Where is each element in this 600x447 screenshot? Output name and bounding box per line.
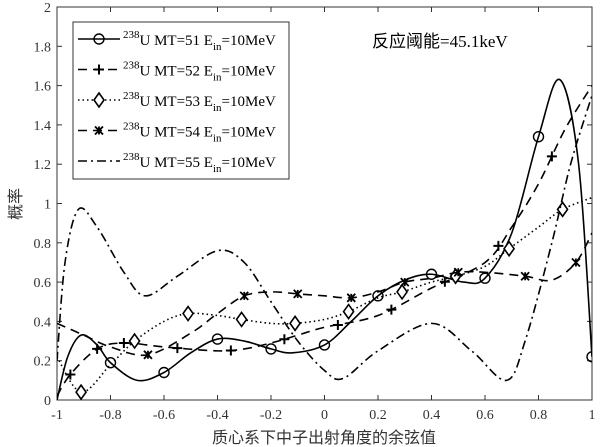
- plus-marker: [279, 334, 290, 345]
- y-tick-label: 1: [44, 198, 51, 213]
- series-line: [57, 95, 592, 382]
- y-tick-label: 1.6: [34, 80, 52, 95]
- series-line: [57, 232, 592, 357]
- series-line: [57, 78, 592, 400]
- diamond-marker: [289, 314, 302, 332]
- legend-label: 238U MT=54 Ein=10MeV: [123, 121, 276, 145]
- legend-label: 238U MT=55 Ein=10MeV: [123, 151, 276, 175]
- legend-label: 238U MT=51 Ein=10MeV: [123, 29, 276, 53]
- diamond-marker: [128, 332, 141, 350]
- diamond-marker: [93, 91, 105, 109]
- y-tick-label: 0.8: [34, 237, 52, 252]
- circle-marker: [158, 366, 170, 379]
- y-axis-label: 概率: [7, 188, 25, 220]
- legend-label: 238U MT=52 Ein=10MeV: [123, 60, 276, 84]
- plus-marker: [172, 343, 183, 354]
- diamond-marker: [182, 305, 195, 322]
- x-marker: [400, 277, 410, 287]
- circle-marker: [372, 290, 384, 302]
- legend-entry: 238U MT=54 Ein=10MeV: [78, 121, 276, 145]
- circle-marker: [425, 268, 438, 280]
- x-tick-label: 0.6: [476, 408, 494, 423]
- x-axis-label: 质心系下中子出射角度的余弦值: [212, 428, 436, 447]
- plus-marker: [65, 369, 76, 380]
- diamond-marker: [235, 311, 248, 328]
- x-tick-label: 1: [589, 408, 596, 423]
- x-marker: [346, 293, 356, 303]
- circle-marker: [532, 130, 545, 143]
- x-tick-label: -0.4: [206, 408, 228, 423]
- series-3: [57, 232, 592, 360]
- plus-marker: [493, 240, 504, 251]
- circle-marker: [586, 351, 592, 363]
- plus-marker: [118, 338, 129, 349]
- y-tick-label: 0.6: [34, 276, 52, 291]
- diamond-marker: [342, 303, 355, 320]
- x-marker: [293, 289, 303, 299]
- diamond-marker: [75, 383, 88, 400]
- x-tick-label: -0.8: [99, 408, 121, 423]
- legend: 238U MT=51 Ein=10MeV 238U MT=52 Ein=10MeV…: [72, 21, 290, 180]
- y-tick-label: 0.2: [34, 355, 52, 370]
- legend-entry: 238U MT=51 Ein=10MeV: [78, 29, 276, 53]
- series-0: [57, 78, 592, 400]
- circle-marker: [265, 343, 277, 355]
- legend-entry: 238U MT=53 Ein=10MeV: [78, 90, 276, 114]
- x-marker: [453, 267, 463, 277]
- diamond-marker: [396, 283, 409, 301]
- x-tick-label: -1: [51, 408, 63, 423]
- x-tick-label: 0: [321, 408, 328, 423]
- x-tick-label: 0.4: [423, 408, 441, 423]
- plus-marker: [332, 319, 343, 330]
- series-line: [57, 85, 592, 397]
- y-tick-label: 1.4: [34, 119, 52, 134]
- plus-marker: [439, 276, 450, 287]
- legend-entry: 238U MT=55 Ein=10MeV: [78, 151, 276, 175]
- circle-marker: [318, 339, 331, 351]
- circle-marker: [479, 272, 491, 284]
- series-lines: [57, 78, 592, 400]
- x-tick-label: -0.6: [153, 408, 175, 423]
- diamond-marker: [503, 240, 516, 258]
- x-marker: [143, 350, 153, 360]
- x-tick-label: -0.2: [260, 408, 282, 423]
- legend-entry: 238U MT=52 Ein=10MeV: [78, 60, 276, 84]
- y-tick-label: 1.8: [34, 40, 52, 55]
- axes: -1 -0.8 -0.6 -0.4 -0.2 0 0.2 0.4 0.6 0.8 1 0 0.2 0.4 0…: [34, 1, 596, 423]
- plus-marker: [92, 343, 103, 354]
- x-tick-label: 0.8: [530, 408, 548, 423]
- plus-marker: [225, 345, 236, 356]
- x-marker: [239, 291, 249, 301]
- plus-marker: [546, 151, 557, 162]
- x-marker: [94, 125, 104, 136]
- plus-marker: [386, 304, 397, 315]
- y-tick-label: 0: [44, 394, 51, 409]
- annotation: 反应阈能=45.1keV: [372, 32, 508, 51]
- circle-marker: [93, 33, 105, 45]
- y-tick-label: 1.2: [34, 158, 52, 173]
- legend-box: [72, 21, 290, 180]
- legend-label: 238U MT=53 Ein=10MeV: [123, 90, 276, 114]
- series-1: [57, 85, 592, 397]
- plus-marker: [94, 64, 104, 75]
- x-marker: [520, 271, 530, 281]
- circle-marker: [211, 333, 224, 345]
- x-marker: [571, 257, 581, 268]
- series-4: [57, 95, 592, 382]
- y-tick-label: 0.4: [34, 315, 52, 330]
- circle-marker: [104, 356, 117, 369]
- y-tick-label: 2: [44, 1, 51, 16]
- x-tick-label: 0.2: [369, 408, 387, 423]
